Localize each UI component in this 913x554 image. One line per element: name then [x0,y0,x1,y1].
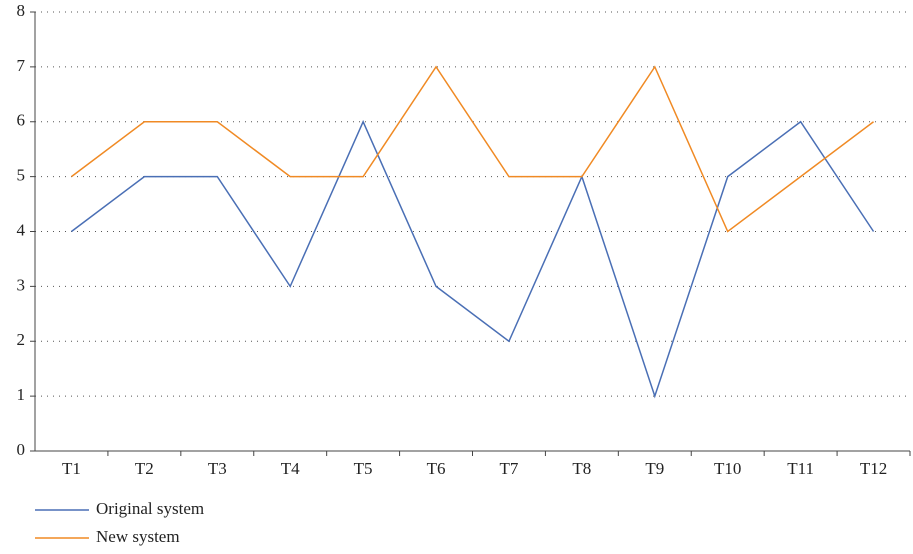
x-tick-label: T1 [62,459,81,478]
y-tick-label: 6 [17,111,26,130]
x-tick-label: T3 [208,459,227,478]
x-tick-label: T11 [787,459,814,478]
x-tick-label: T6 [427,459,446,478]
x-tick-label: T10 [714,459,741,478]
y-tick-label: 1 [17,385,26,404]
x-tick-label: T9 [645,459,664,478]
y-tick-label: 3 [17,275,26,294]
x-tick-label: T8 [572,459,591,478]
x-tick-label: T5 [354,459,373,478]
x-tick-label: T4 [281,459,300,478]
legend-label: New system [96,527,180,546]
y-tick-label: 2 [17,330,26,349]
series-line [71,65,874,233]
y-tick-label: 4 [17,220,26,239]
legend-label: Original system [96,499,204,518]
y-tick-label: 5 [17,166,26,185]
y-tick-label: 8 [17,1,26,20]
x-tick-label: T7 [500,459,519,478]
y-tick-label: 0 [17,440,26,459]
series-line [71,119,875,399]
x-tick-label: T12 [860,459,887,478]
x-tick-label: T2 [135,459,154,478]
y-tick-label: 7 [17,56,26,75]
